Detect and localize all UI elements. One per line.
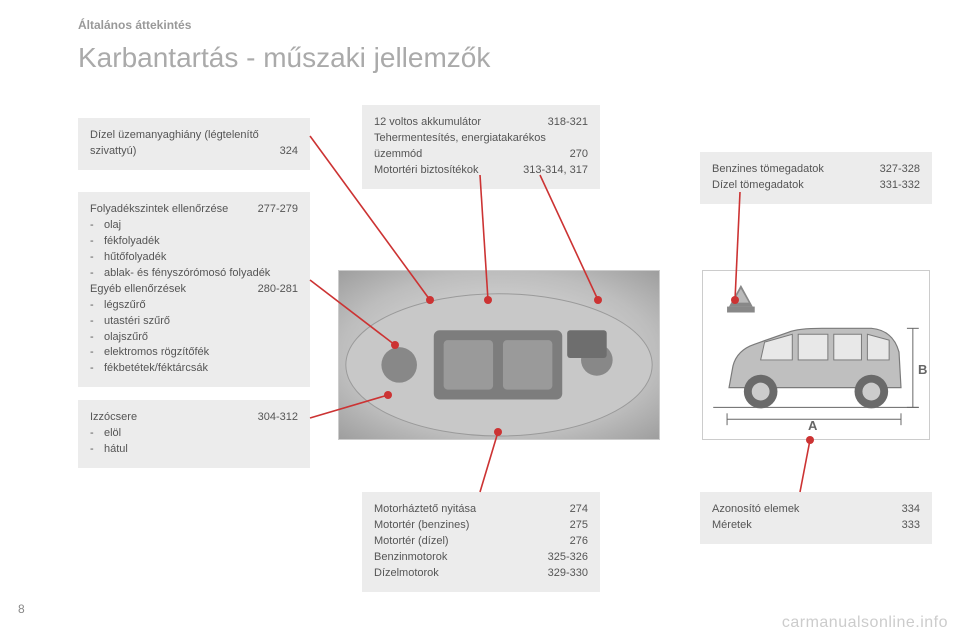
text: Dízelmotorok bbox=[374, 566, 536, 582]
page-ref: 318-321 bbox=[548, 115, 588, 131]
text: 12 voltos akkumulátor bbox=[374, 115, 536, 131]
page-ref: 331-332 bbox=[880, 178, 920, 194]
list-item: olaj bbox=[90, 218, 298, 234]
page-ref: 313-314, 317 bbox=[523, 163, 588, 179]
text: Benzines tömegadatok bbox=[712, 162, 868, 178]
text: üzemmód bbox=[374, 147, 558, 163]
box-fluids: Folyadékszintek ellenőrzése 277-279 olaj… bbox=[78, 192, 310, 387]
text: Folyadékszintek ellenőrzése bbox=[90, 202, 246, 218]
box-weights: Benzines tömegadatok 327-328 Dízel tömeg… bbox=[700, 152, 932, 204]
page-ref: 276 bbox=[570, 534, 588, 550]
page-ref: 277-279 bbox=[258, 202, 298, 218]
text: Motortér (dízel) bbox=[374, 534, 558, 550]
page-ref: 274 bbox=[570, 502, 588, 518]
text: Dízel tömegadatok bbox=[712, 178, 868, 194]
page-ref: 304-312 bbox=[258, 410, 298, 426]
page-ref: 275 bbox=[570, 518, 588, 534]
list-item: utastéri szűrő bbox=[90, 314, 298, 330]
page-title: Karbantartás - műszaki jellemzők bbox=[78, 42, 490, 74]
list-item: fékbetétek/féktárcsák bbox=[90, 361, 298, 377]
text: Motorháztető nyitása bbox=[374, 502, 558, 518]
text: szivattyú) bbox=[90, 144, 268, 160]
page-ref: 270 bbox=[570, 147, 588, 163]
box-identification: Azonosító elemek 334 Méretek 333 bbox=[700, 492, 932, 544]
dimension-b-label: B bbox=[918, 362, 927, 377]
list-item: légszűrő bbox=[90, 298, 298, 314]
list-item: hátul bbox=[90, 442, 298, 458]
box-bulbs: Izzócsere 304-312 elöl hátul bbox=[78, 400, 310, 468]
list-item: elöl bbox=[90, 426, 298, 442]
text: Méretek bbox=[712, 518, 890, 534]
text: Motortéri biztosítékok bbox=[374, 163, 511, 179]
watermark: carmanualsonline.info bbox=[782, 614, 948, 632]
list-item: fékfolyadék bbox=[90, 234, 298, 250]
text: Izzócsere bbox=[90, 410, 246, 426]
list-item: ablak- és fényszórómosó folyadék bbox=[90, 266, 298, 282]
text: Azonosító elemek bbox=[712, 502, 890, 518]
page-ref: 324 bbox=[280, 144, 298, 160]
page-ref: 280-281 bbox=[258, 282, 298, 298]
section-subtitle: Általános áttekintés bbox=[78, 18, 191, 32]
box-engine: Motorháztető nyitása 274 Motortér (benzi… bbox=[362, 492, 600, 592]
car-side-image bbox=[702, 270, 930, 440]
text: Motortér (benzines) bbox=[374, 518, 558, 534]
box-battery: 12 voltos akkumulátor 318-321 Tehermente… bbox=[362, 105, 600, 189]
page-number: 8 bbox=[18, 602, 25, 616]
page-ref: 334 bbox=[902, 502, 920, 518]
list-item: olajszűrő bbox=[90, 330, 298, 346]
box-diesel-fuel: Dízel üzemanyaghiány (légtelenítő szivat… bbox=[78, 118, 310, 170]
page-ref: 333 bbox=[902, 518, 920, 534]
page-ref: 329-330 bbox=[548, 566, 588, 582]
text: Dízel üzemanyaghiány (légtelenítő bbox=[90, 128, 298, 144]
text: Tehermentesítés, energiatakarékos bbox=[374, 131, 588, 147]
dimension-a-label: A bbox=[808, 418, 817, 433]
page-ref: 325-326 bbox=[548, 550, 588, 566]
text: Benzinmotorok bbox=[374, 550, 536, 566]
text: Egyéb ellenőrzések bbox=[90, 282, 246, 298]
page-ref: 327-328 bbox=[880, 162, 920, 178]
list-item: elektromos rögzítőfék bbox=[90, 345, 298, 361]
list-item: hűtőfolyadék bbox=[90, 250, 298, 266]
engine-bay-image bbox=[338, 270, 660, 440]
